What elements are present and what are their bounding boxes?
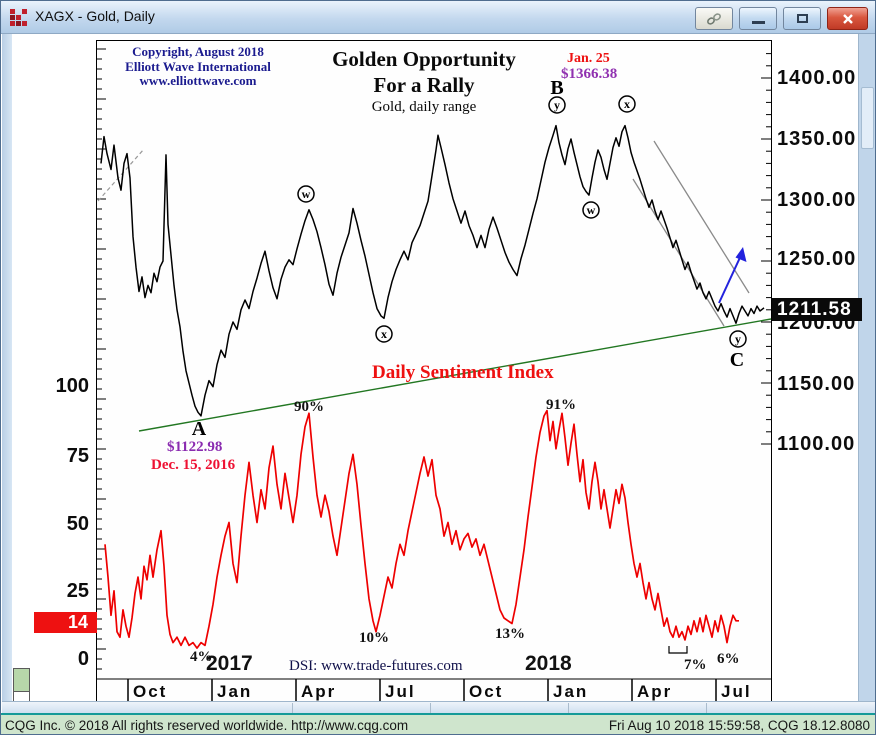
price-tick-1300: 1300.00 [777, 189, 857, 211]
chart-title-line1: Golden Opportunity [332, 47, 516, 71]
window-title: XAGX - Gold, Daily [35, 8, 155, 24]
wave-label-x: x [624, 97, 630, 111]
titlebar[interactable]: XAGX - Gold, Daily [1, 1, 875, 34]
forecast-arrow-head [735, 247, 747, 262]
vertical-scrollbar[interactable] [858, 34, 875, 701]
month-label: Jul [721, 682, 752, 701]
wave-label-circle [582, 201, 600, 219]
forecast-arrow [718, 250, 744, 304]
horizontal-scrollbar[interactable] [2, 701, 875, 713]
wave-label-y: y [554, 98, 560, 112]
year-label-2017: 2017 [206, 652, 253, 675]
jan25-date-label: Jan. 25 [567, 51, 610, 66]
dashed-trendline [97, 148, 145, 202]
low-bracket [668, 646, 688, 654]
mini-slider-handle[interactable] [13, 668, 30, 692]
dsi-series-title: Daily Sentiment Index [372, 362, 554, 383]
point-a-price-label: $1122.98 [167, 439, 223, 455]
dsi-source-note: DSI: www.trade-futures.com [289, 658, 463, 674]
minimize-icon [751, 21, 765, 24]
dsi-low-7: 7% [684, 657, 707, 673]
wave-label-circle [297, 185, 315, 203]
month-label: Jul [385, 682, 416, 701]
dsi-low-13: 13% [495, 626, 525, 642]
month-label: Oct [469, 682, 504, 701]
chart-title: Golden Opportunity For a Rally Gold, dai… [301, 46, 547, 117]
wave-label-A: A [192, 418, 207, 440]
dsi-peak-91: 91% [546, 397, 576, 413]
wave-label-C: C [730, 349, 744, 371]
wave-label-w: w [302, 187, 311, 201]
dsi-tick-25: 25 [66, 580, 89, 602]
dsi-peak-90: 90% [294, 399, 324, 415]
wave-label-B: B [550, 77, 563, 99]
price-tick-1100: 1100.00 [777, 433, 856, 455]
month-label: Apr [637, 682, 673, 701]
statusbar-copyright: CQG Inc. © 2018 All rights reserved worl… [5, 718, 409, 733]
month-label: Apr [301, 682, 337, 701]
link-windows-button[interactable] [695, 7, 733, 30]
wave-label-circle [618, 95, 636, 113]
vertical-scrollbar-thumb[interactable] [861, 87, 874, 149]
jan25-price-label: $1366.38 [561, 66, 618, 82]
cqg-app-icon [10, 9, 27, 26]
price-tick-1350: 1350.00 [777, 128, 857, 150]
link-icon [707, 12, 721, 25]
last-price-badge: 1211.58 [772, 298, 862, 321]
wave-label-w: w [587, 203, 596, 217]
month-label: Jan [217, 682, 253, 701]
wave-label-circle [548, 96, 566, 114]
maximize-icon [796, 14, 808, 23]
price-tick-1400: 1400.00 [777, 67, 857, 89]
copyright-note: Copyright, August 2018 Elliott Wave Inte… [104, 44, 292, 89]
dsi-last-value-badge: 14 [34, 612, 97, 633]
gold-price-series [100, 124, 765, 417]
wave-label-circle [375, 325, 393, 343]
close-button[interactable] [827, 7, 868, 30]
copyright-line: www.elliottwave.com [139, 73, 257, 88]
dsi-tick-100: 100 [55, 375, 89, 397]
dsi-tick-75: 75 [66, 445, 89, 467]
support-trendline [138, 318, 771, 432]
dsi-tick-0: 0 [77, 648, 89, 670]
chart-subtitle: Gold, daily range [371, 99, 477, 115]
wave-label-circle [729, 330, 747, 348]
statusbar: CQG Inc. © 2018 All rights reserved worl… [1, 713, 875, 734]
dsi-low-6: 6% [717, 651, 740, 667]
wave-label-y: y [735, 332, 741, 346]
price-tick-1150: 1150.00 [777, 373, 856, 395]
chart-title-line2: For a Rally [373, 73, 475, 97]
minimize-button[interactable] [739, 7, 777, 30]
channel-upper [653, 140, 750, 294]
dsi-tick-50: 50 [66, 513, 89, 535]
statusbar-datetime: Fri Aug 10 2018 15:59:58, CQG 18.12.8080 [608, 718, 870, 733]
close-icon [842, 13, 853, 24]
copyright-line: Elliott Wave International [125, 58, 271, 74]
left-scrollbar[interactable] [2, 34, 12, 701]
maximize-button[interactable] [783, 7, 821, 30]
point-a-date-label: Dec. 15, 2016 [151, 457, 236, 473]
wave-label-x: x [381, 327, 387, 341]
dsi-low-10: 10% [359, 630, 389, 646]
month-label: Oct [133, 682, 168, 701]
dsi-line-series [104, 409, 739, 649]
month-label: Jan [553, 682, 589, 701]
price-tick-1250: 1250.00 [777, 248, 857, 270]
window-buttons [695, 7, 868, 30]
dsi-low-4: 4% [190, 649, 213, 665]
year-label-2018: 2018 [525, 652, 572, 675]
copyright-line: Copyright, August 2018 [132, 44, 264, 59]
